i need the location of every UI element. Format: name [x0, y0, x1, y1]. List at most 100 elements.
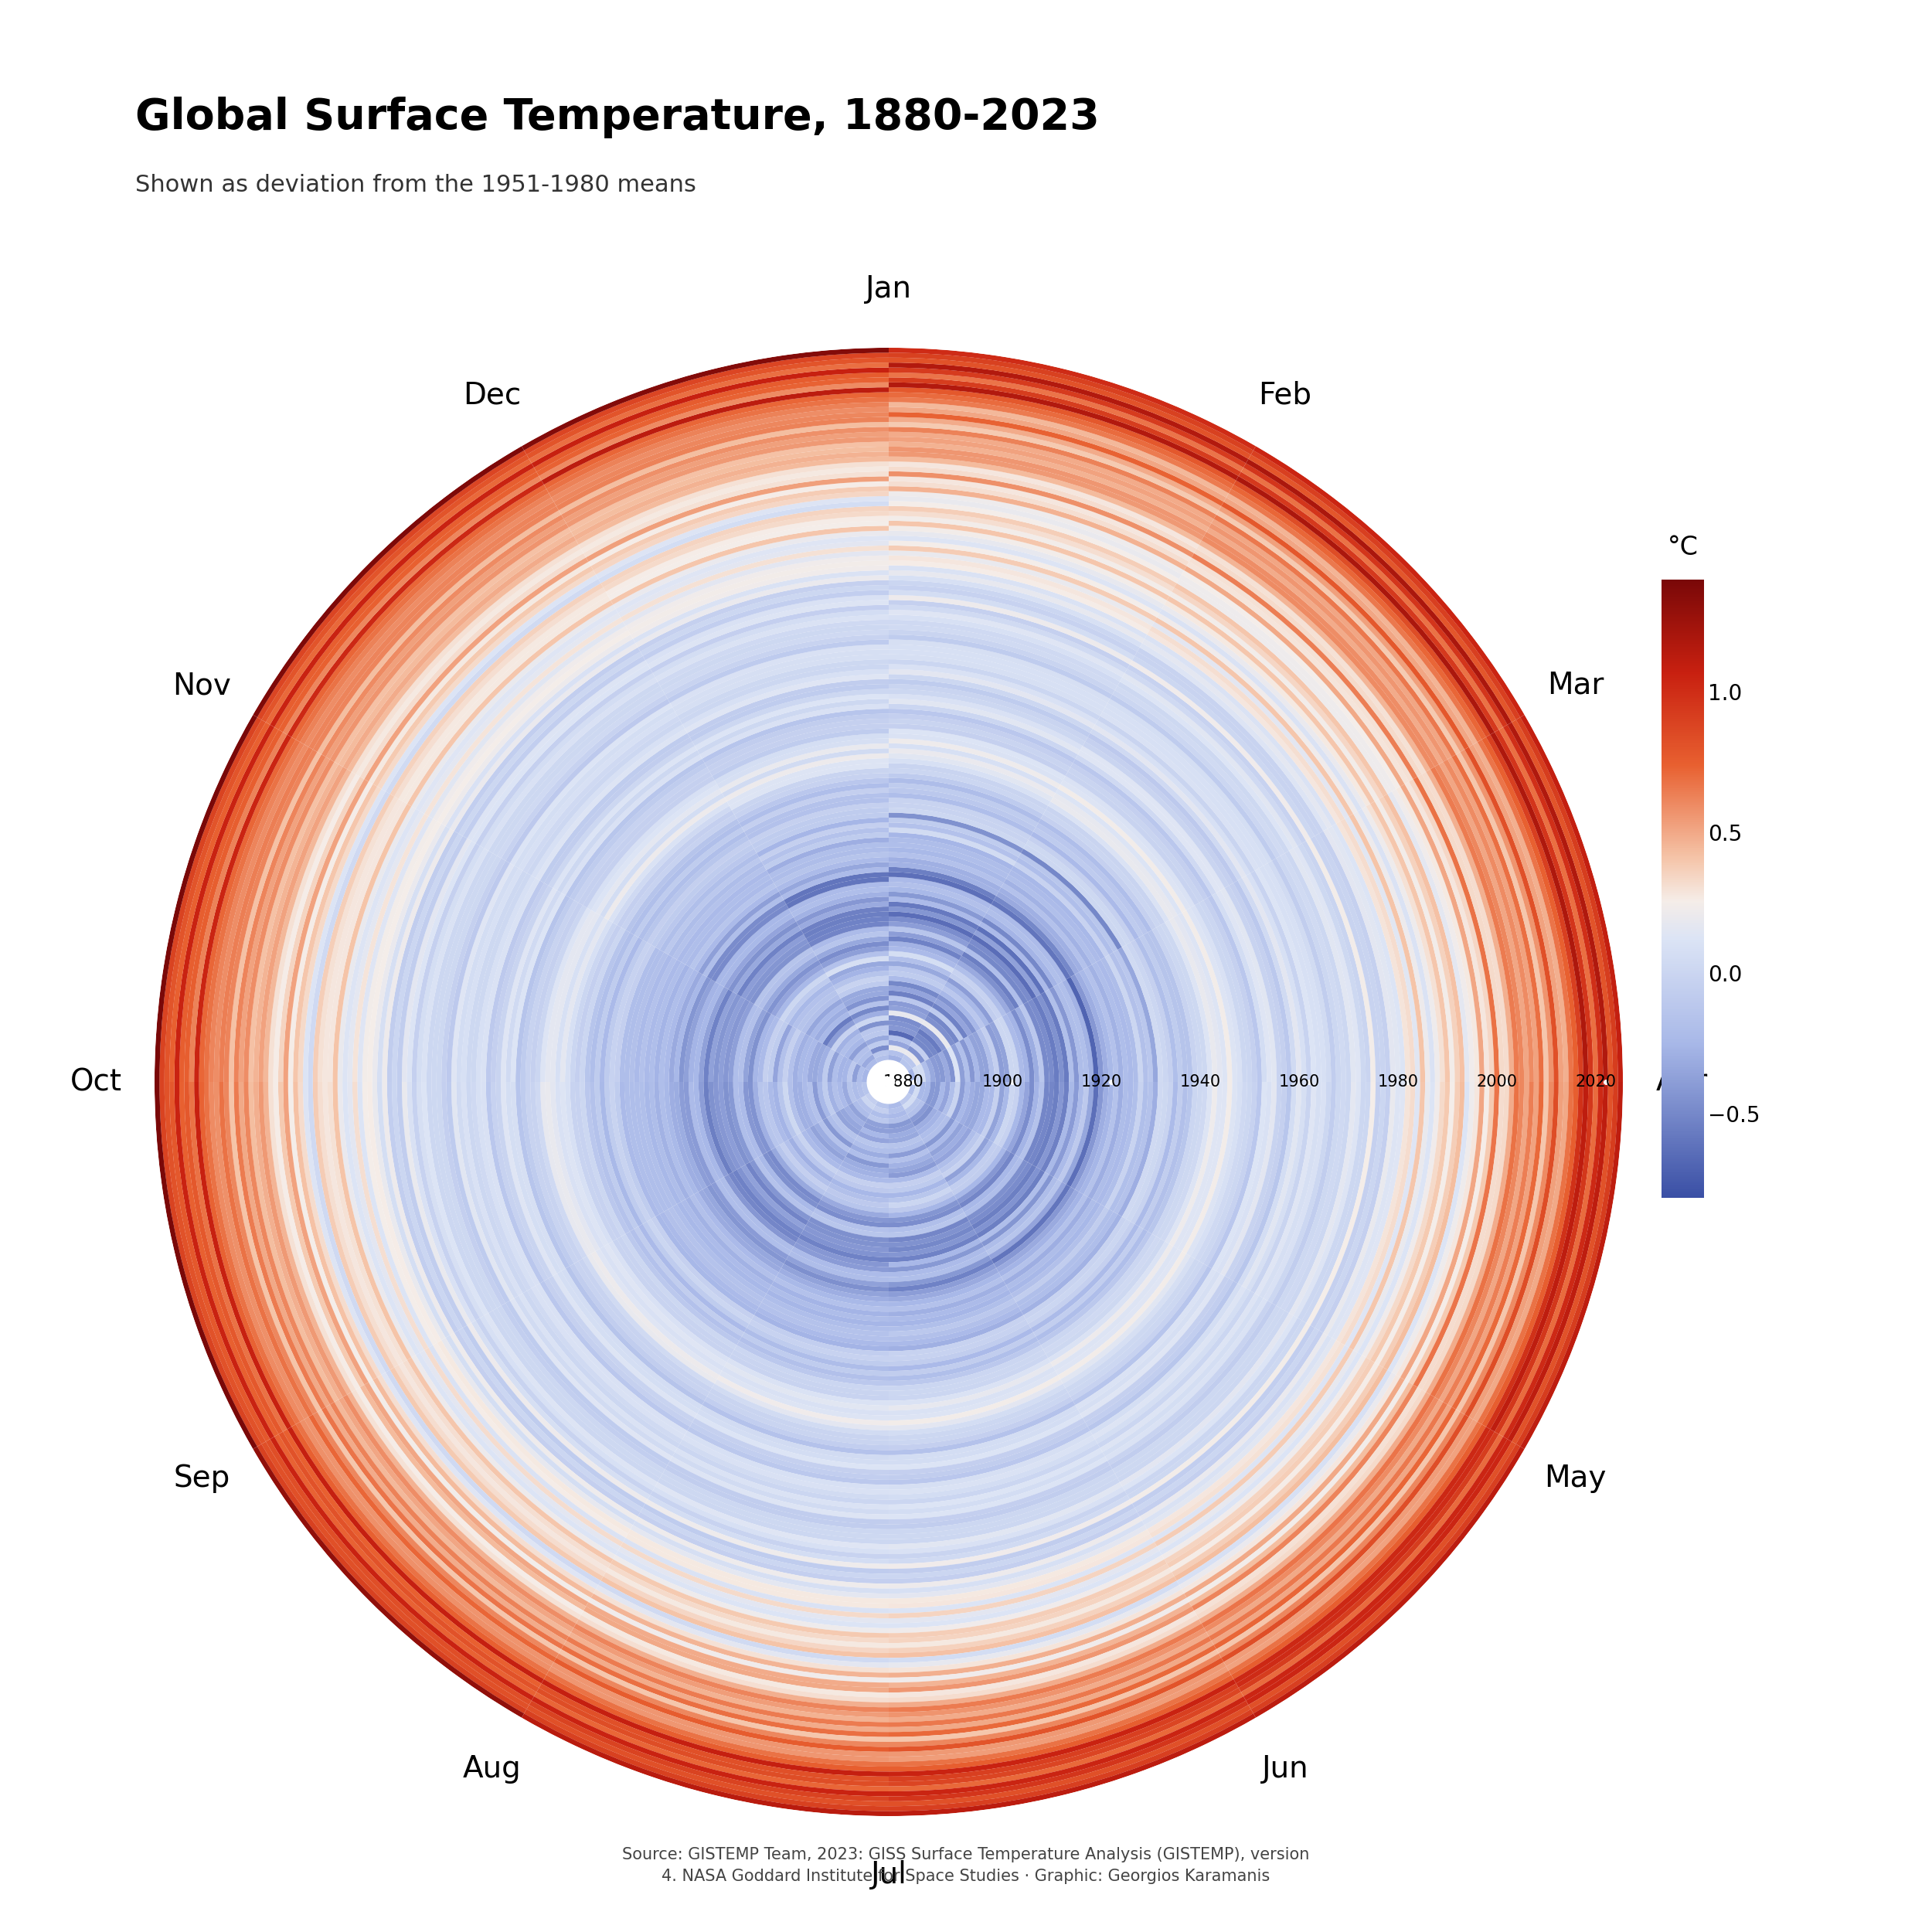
Bar	[750, 943, 811, 1005]
Bar	[578, 1258, 713, 1393]
Bar	[500, 889, 556, 1082]
Bar	[837, 1057, 848, 1082]
Bar	[1094, 1287, 1246, 1439]
Bar	[889, 1362, 1053, 1410]
Bar	[811, 925, 889, 951]
Bar	[595, 497, 889, 580]
Bar	[1070, 974, 1103, 1082]
Bar	[759, 1302, 889, 1341]
Bar	[1063, 980, 1094, 1082]
Bar	[840, 985, 889, 1003]
Bar	[566, 437, 889, 527]
Bar	[425, 618, 622, 815]
Bar	[889, 1492, 1126, 1559]
Bar	[556, 1654, 889, 1747]
Bar	[929, 1122, 964, 1157]
Bar	[889, 545, 1157, 622]
Bar	[889, 779, 1041, 823]
Bar	[1066, 1082, 1099, 1186]
Bar	[612, 1555, 889, 1633]
Bar	[918, 1111, 943, 1136]
Bar	[728, 1354, 889, 1401]
Bar	[599, 1580, 889, 1663]
Bar	[954, 1148, 1007, 1200]
Bar	[514, 1296, 674, 1457]
Bar	[390, 583, 603, 796]
Bar	[634, 570, 889, 643]
Bar	[303, 1082, 386, 1376]
Bar	[964, 1082, 980, 1128]
Bar	[1161, 1354, 1366, 1559]
Bar	[1126, 665, 1306, 844]
Bar	[889, 817, 1020, 858]
Text: 1900: 1900	[981, 1074, 1022, 1090]
Bar	[1511, 1082, 1613, 1443]
Bar	[342, 1395, 576, 1629]
Bar	[889, 713, 1072, 767]
Bar	[958, 1082, 976, 1124]
Bar	[889, 769, 1045, 815]
Bar	[1084, 1082, 1119, 1196]
Bar	[1032, 1082, 1059, 1167]
Bar	[1211, 893, 1267, 1082]
Bar	[889, 947, 956, 968]
Bar	[288, 782, 373, 1082]
Bar	[1074, 1082, 1109, 1192]
Bar	[224, 1082, 317, 1414]
Bar	[672, 866, 767, 960]
Bar	[1157, 1350, 1358, 1551]
Bar	[889, 348, 1256, 450]
Bar	[1086, 738, 1233, 885]
Bar	[1097, 717, 1254, 873]
Bar	[582, 466, 889, 553]
Bar	[218, 748, 313, 1082]
Bar	[757, 1016, 781, 1082]
Bar	[767, 1082, 788, 1142]
Bar	[189, 732, 288, 1082]
Bar	[889, 699, 1080, 755]
Bar	[570, 922, 616, 1082]
Bar	[1155, 925, 1202, 1082]
Bar	[386, 1082, 458, 1333]
Bar	[889, 1298, 1016, 1337]
Bar	[317, 796, 398, 1082]
Bar	[889, 446, 1206, 535]
Bar	[560, 1082, 609, 1246]
Bar	[527, 1704, 889, 1806]
Bar	[412, 605, 616, 810]
Bar	[1101, 956, 1138, 1082]
Bar	[620, 545, 889, 622]
Bar	[659, 1211, 759, 1312]
Bar	[1233, 481, 1490, 738]
Bar	[889, 1551, 1161, 1629]
Bar	[889, 668, 1095, 728]
Bar	[908, 1045, 925, 1063]
Bar	[771, 848, 889, 883]
Bar	[595, 1082, 638, 1229]
Bar	[1254, 1447, 1524, 1718]
Bar	[355, 549, 583, 777]
Bar	[746, 1163, 808, 1225]
Bar	[732, 1005, 757, 1082]
Text: 1960: 1960	[1279, 1074, 1320, 1090]
Bar	[889, 1546, 1159, 1623]
Bar	[628, 560, 889, 634]
Bar	[864, 1122, 889, 1134]
Bar	[1464, 748, 1559, 1082]
Bar	[889, 1140, 925, 1153]
Bar	[972, 1082, 989, 1132]
Bar	[889, 802, 1028, 844]
Bar	[1244, 1437, 1507, 1700]
Bar	[1055, 788, 1182, 916]
Bar	[402, 838, 471, 1082]
Bar	[1018, 852, 1119, 952]
Bar	[1001, 883, 1088, 970]
Bar	[889, 1169, 941, 1188]
Bar	[889, 1238, 981, 1267]
Bar	[253, 446, 524, 717]
Bar	[833, 1053, 844, 1082]
Bar	[862, 1068, 869, 1082]
Bar	[889, 1658, 1223, 1752]
Bar	[1236, 475, 1495, 734]
Bar	[904, 1097, 922, 1115]
